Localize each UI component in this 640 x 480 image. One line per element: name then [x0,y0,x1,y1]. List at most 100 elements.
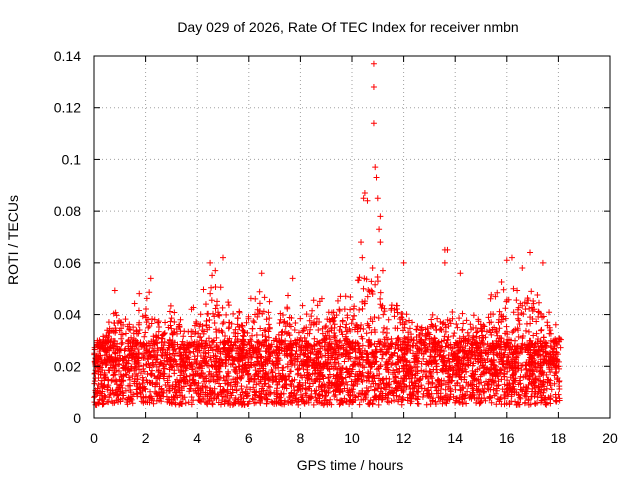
data-point [212,363,219,370]
data-point [473,399,480,406]
data-point [161,338,168,345]
data-point [442,363,449,370]
data-point [414,395,421,402]
data-point [322,383,329,390]
data-point [281,384,288,391]
data-point [154,393,161,400]
data-point [266,384,273,391]
data-point [292,350,299,357]
data-point [138,393,145,400]
data-point [437,326,444,333]
data-point [431,340,438,347]
data-point [472,368,479,375]
y-tick-label: 0.08 [54,203,81,219]
data-point [537,368,544,375]
data-point [375,365,382,372]
data-point [540,359,547,366]
data-point [536,351,543,358]
data-point [183,373,190,380]
data-point [166,342,173,349]
data-point [474,347,481,354]
data-point [360,195,367,202]
data-point [370,120,377,127]
data-point [374,195,381,202]
data-point [206,387,213,394]
data-point [156,389,163,396]
data-point [445,379,452,386]
data-point [363,392,370,399]
data-point [397,346,404,353]
data-point [119,355,126,362]
data-point [226,319,233,326]
data-point [263,316,270,323]
data-point [535,343,542,350]
data-point [523,371,530,378]
data-point [325,328,332,335]
data-point [294,355,301,362]
data-point [405,342,412,349]
data-point [161,365,168,372]
data-point [258,354,265,361]
data-point [395,396,402,403]
data-point [399,321,406,328]
data-point [352,360,359,367]
data-point [373,349,380,356]
data-point [546,380,553,387]
data-point [528,304,535,311]
data-point [540,352,547,359]
data-point [415,332,422,339]
data-point [351,312,358,319]
data-point [496,344,503,351]
data-point [373,174,380,181]
data-point [372,354,379,361]
data-point [369,265,376,272]
data-point [190,304,197,311]
data-point [188,394,195,401]
data-point [200,374,207,381]
data-point [318,353,325,360]
data-point [342,335,349,342]
data-point [120,321,127,328]
data-point [490,386,497,393]
data-point [287,323,294,330]
data-point [195,330,202,337]
data-point [468,382,475,389]
data-point [289,344,296,351]
data-point [354,355,361,362]
data-point [314,302,321,309]
data-point [427,372,434,379]
data-point [444,246,451,253]
data-point [99,384,106,391]
data-point [113,387,120,394]
data-point [237,375,244,382]
data-point [118,381,125,388]
data-point [504,382,511,389]
data-point [127,351,134,358]
data-point [122,330,129,337]
data-point [270,360,277,367]
data-point [433,343,440,350]
data-point [302,379,309,386]
data-point [265,342,272,349]
data-point [456,335,463,342]
data-point [223,360,230,367]
data-point [392,374,399,381]
data-point [157,347,164,354]
data-point [285,373,292,380]
data-point [241,329,248,336]
data-point [358,353,365,360]
x-tick-label: 8 [297,430,305,446]
data-point [401,334,408,341]
data-point [531,341,538,348]
data-point [488,399,495,406]
data-point [285,292,292,299]
data-point [361,275,368,282]
data-point [316,399,323,406]
data-point [485,314,492,321]
data-point [553,363,560,370]
data-point [310,321,317,328]
data-point [399,341,406,348]
data-point [100,359,107,366]
data-point [315,373,322,380]
data-point [316,378,323,385]
